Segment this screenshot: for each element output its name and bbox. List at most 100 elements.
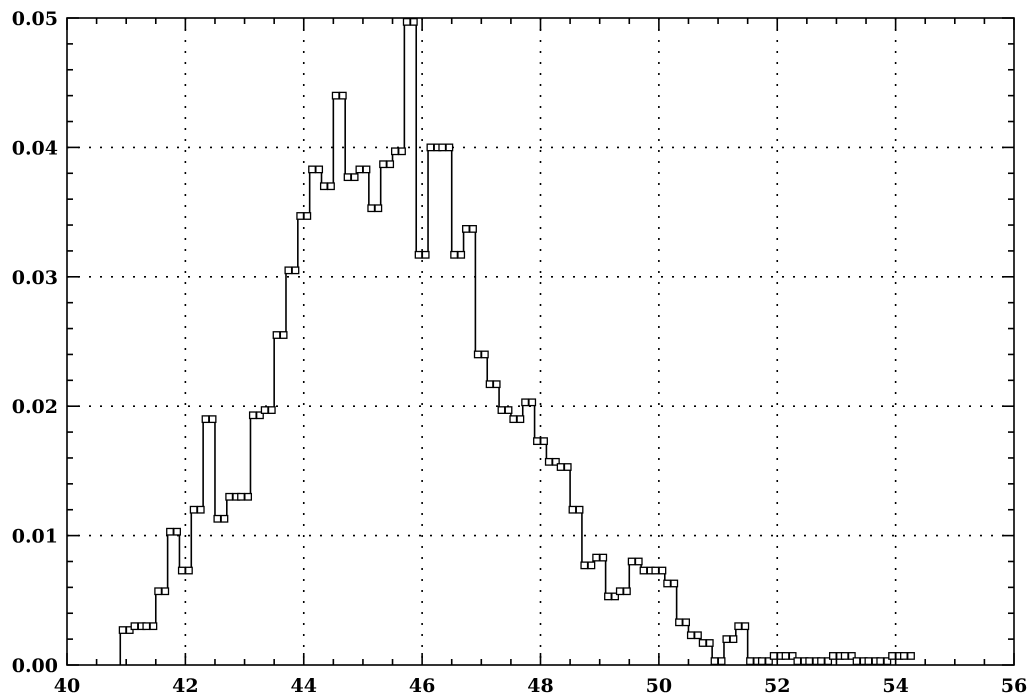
- y-tick-labels: 0.00 0.01 0.02 0.03 0.04 0.05: [12, 8, 58, 677]
- series-step-line: [119, 21, 914, 665]
- data-point-marker: [847, 652, 856, 660]
- data-point-marker: [438, 143, 447, 152]
- data-point-marker: [445, 143, 454, 152]
- data-point-marker: [705, 639, 714, 647]
- data-point-marker: [710, 657, 719, 666]
- data-point-marker: [734, 622, 743, 631]
- data-point-marker: [698, 639, 707, 647]
- data-point-marker: [462, 225, 470, 233]
- data-point-marker: [805, 657, 814, 666]
- data-point-marker: [769, 652, 778, 660]
- tick-marks: [66, 17, 1015, 666]
- data-point-marker: [327, 182, 335, 191]
- data-point-marker: [592, 553, 601, 562]
- x-tick-label: 54: [882, 675, 908, 697]
- data-point-marker: [279, 331, 288, 339]
- data-point-marker: [741, 622, 750, 631]
- data-point-marker: [208, 415, 217, 424]
- x-tick-label: 40: [54, 675, 80, 697]
- data-point-marker: [402, 17, 411, 26]
- data-point-marker: [350, 173, 359, 182]
- data-point-marker: [521, 398, 530, 407]
- data-point-marker: [694, 631, 702, 640]
- data-point-marker: [639, 566, 648, 575]
- data-point-marker: [338, 91, 347, 100]
- data-point-marker: [149, 622, 158, 631]
- data-point-marker: [189, 505, 198, 514]
- data-point-marker: [390, 147, 399, 156]
- data-point-marker: [627, 557, 636, 566]
- data-point-marker: [670, 579, 679, 588]
- data-point-marker: [196, 505, 205, 514]
- series-line: [119, 21, 914, 665]
- data-point-marker: [173, 527, 181, 536]
- data-point-marker: [575, 505, 584, 514]
- y-tick-label: 0.05: [12, 8, 58, 30]
- data-point-marker: [225, 492, 234, 501]
- data-point-marker: [154, 587, 163, 596]
- data-point-marker: [248, 411, 257, 420]
- data-point-marker: [256, 411, 264, 420]
- data-point-marker: [623, 587, 631, 596]
- data-point-marker: [611, 592, 619, 601]
- data-point-marker: [663, 579, 672, 588]
- data-point-marker: [604, 592, 612, 601]
- x-tick-label: 44: [291, 675, 317, 697]
- data-point-marker: [492, 380, 501, 389]
- data-point-marker: [367, 204, 376, 213]
- data-point-marker: [237, 492, 245, 501]
- data-point-marker: [509, 415, 518, 424]
- data-point-marker: [540, 437, 548, 446]
- data-point-marker: [729, 635, 738, 644]
- data-point-marker: [876, 657, 885, 666]
- data-point-marker: [757, 657, 766, 666]
- data-point-marker: [296, 212, 305, 220]
- data-point-marker: [864, 657, 873, 666]
- data-point-marker: [658, 566, 667, 575]
- data-point-marker: [291, 266, 300, 275]
- data-point-marker: [840, 652, 849, 660]
- x-tick-label: 56: [1001, 675, 1027, 697]
- data-point-marker: [161, 587, 170, 596]
- data-point-marker: [303, 212, 312, 220]
- x-tick-labels: 40 42 44 46 48 50 52 54 56: [54, 675, 1027, 697]
- data-point-marker: [746, 657, 754, 666]
- data-point-marker: [480, 350, 489, 359]
- data-point-marker: [421, 250, 430, 259]
- data-point-marker: [166, 527, 174, 536]
- series-markers: [118, 17, 915, 666]
- data-point-marker: [568, 505, 577, 514]
- data-point-marker: [485, 380, 494, 389]
- data-point-marker: [900, 652, 908, 660]
- data-point-marker: [267, 406, 276, 414]
- data-point-marker: [315, 165, 324, 174]
- data-point-marker: [374, 204, 383, 213]
- data-point-marker: [651, 566, 660, 575]
- data-point-marker: [817, 657, 825, 666]
- data-point-marker: [781, 652, 790, 660]
- data-point-marker: [528, 398, 537, 407]
- data-point-marker: [675, 618, 683, 627]
- x-tick-label: 50: [646, 675, 672, 697]
- data-point-marker: [272, 331, 281, 339]
- data-point-marker: [260, 406, 269, 414]
- data-point-marker: [379, 160, 387, 169]
- data-point-marker: [888, 652, 896, 660]
- data-point-marker: [907, 652, 915, 660]
- x-tick-label: 42: [172, 675, 198, 697]
- data-point-marker: [409, 17, 418, 26]
- data-point-marker: [450, 250, 458, 259]
- data-point-marker: [563, 463, 572, 471]
- data-point-marker: [220, 514, 229, 523]
- data-point-marker: [331, 91, 340, 100]
- data-point-marker: [497, 406, 506, 414]
- data-point-marker: [615, 587, 624, 596]
- data-point-marker: [355, 165, 364, 174]
- data-point-marker: [118, 626, 127, 634]
- data-point-marker: [788, 652, 797, 660]
- data-point-marker: [717, 657, 726, 666]
- data-point-marker: [686, 631, 695, 640]
- x-tick-label: 46: [409, 675, 435, 697]
- data-point-marker: [544, 457, 553, 466]
- x-tick-label: 52: [764, 675, 790, 697]
